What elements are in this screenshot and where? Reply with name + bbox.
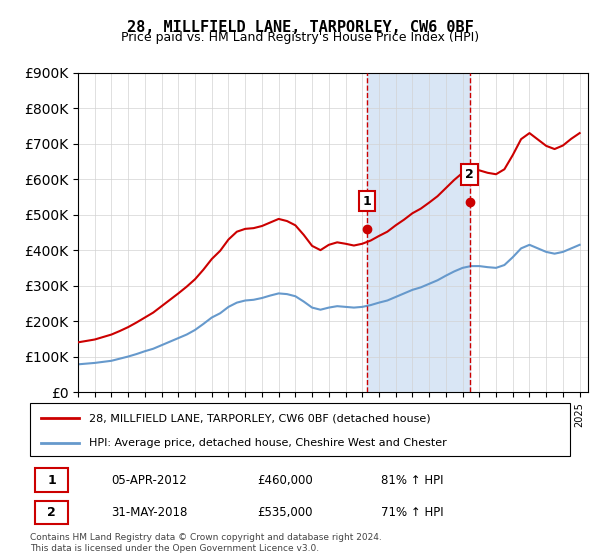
FancyBboxPatch shape [35, 468, 68, 492]
FancyBboxPatch shape [35, 501, 68, 524]
Bar [367, 73, 470, 392]
FancyBboxPatch shape [30, 403, 570, 456]
Text: 05-APR-2012: 05-APR-2012 [111, 474, 187, 487]
Text: Contains HM Land Registry data © Crown copyright and database right 2024.
This d: Contains HM Land Registry data © Crown c… [30, 533, 382, 553]
Text: 2: 2 [47, 506, 56, 519]
Text: 1: 1 [362, 194, 371, 208]
Text: HPI: Average price, detached house, Cheshire West and Chester: HPI: Average price, detached house, Ches… [89, 438, 447, 448]
Text: 28, MILLFIELD LANE, TARPORLEY, CW6 0BF: 28, MILLFIELD LANE, TARPORLEY, CW6 0BF [127, 20, 473, 35]
Text: 1: 1 [47, 474, 56, 487]
Text: £535,000: £535,000 [257, 506, 312, 519]
Text: 81% ↑ HPI: 81% ↑ HPI [381, 474, 443, 487]
Text: Price paid vs. HM Land Registry's House Price Index (HPI): Price paid vs. HM Land Registry's House … [121, 31, 479, 44]
Text: 2: 2 [465, 168, 474, 181]
Text: 71% ↑ HPI: 71% ↑ HPI [381, 506, 443, 519]
Text: £460,000: £460,000 [257, 474, 313, 487]
Text: 28, MILLFIELD LANE, TARPORLEY, CW6 0BF (detached house): 28, MILLFIELD LANE, TARPORLEY, CW6 0BF (… [89, 413, 431, 423]
Text: 31-MAY-2018: 31-MAY-2018 [111, 506, 187, 519]
